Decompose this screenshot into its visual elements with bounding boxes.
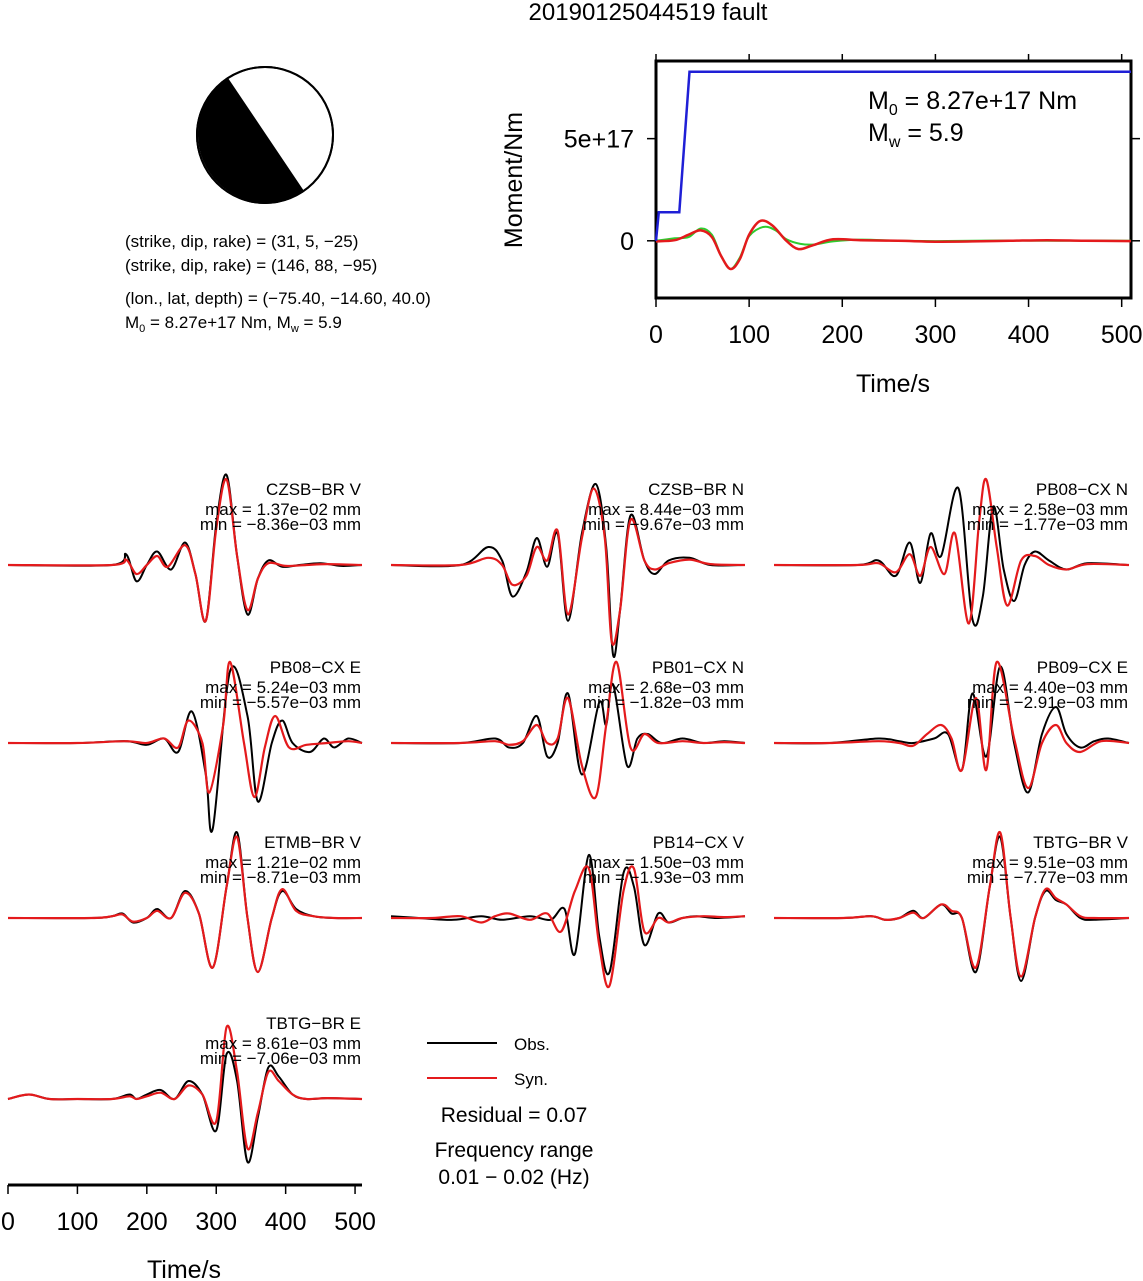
nodal-plane-2: (strike, dip, rake) = (146, 88, −95) <box>125 256 377 275</box>
station-max: max = 9.51e−03 mm <box>972 853 1128 872</box>
station-min: min = −1.82e−03 mm <box>583 693 744 712</box>
station-max: max = 8.61e−03 mm <box>205 1034 361 1053</box>
moment-xtick-label: 300 <box>915 321 957 349</box>
legend-obs-label: Obs. <box>514 1035 550 1054</box>
moment-xtick-label: 500 <box>1101 321 1143 349</box>
moment-xtick-label: 100 <box>728 321 770 349</box>
station-min: min = −1.93e−03 mm <box>583 868 744 887</box>
synthetic-trace <box>390 660 746 800</box>
station-name: TBTG−BR E <box>266 1014 361 1033</box>
station-max: max = 1.50e−03 mm <box>588 853 744 872</box>
moment-ytick-label: 5e+17 <box>564 126 634 154</box>
station-min: min = −7.06e−03 mm <box>200 1049 361 1068</box>
legend-syn-label: Syn. <box>514 1070 548 1089</box>
frequency-range: 0.01 − 0.02 (Hz) <box>438 1166 589 1189</box>
station-min: min = −8.36e−03 mm <box>200 515 361 534</box>
synthetic-trace <box>773 477 1130 625</box>
residual-text: Residual = 0.07 <box>441 1104 588 1127</box>
moment-xtick-label: 200 <box>821 321 863 349</box>
synthetic-trace <box>7 660 363 799</box>
time-axis-tick-label: 200 <box>126 1208 168 1236</box>
station-max: max = 5.24e−03 mm <box>205 678 361 697</box>
station-max: max = 1.37e−02 mm <box>205 500 361 519</box>
moment-xlabel: Time/s <box>856 370 930 398</box>
event-moment: M0 = 8.27e+17 Nm, Mw = 5.9 <box>125 313 342 335</box>
station-name: PB09−CX E <box>1037 658 1128 677</box>
legend: Obs. Syn. <box>427 1035 550 1089</box>
observed-trace <box>390 683 746 776</box>
time-axis-tick-label: 300 <box>195 1208 237 1236</box>
waveform-time-axis: 0 100 200 300 400 500 <box>1 1183 376 1236</box>
synthetic-trace <box>7 835 363 974</box>
waveform-xlabel: Time/s <box>147 1256 221 1281</box>
station-max: max = 2.68e−03 mm <box>588 678 744 697</box>
station-name: PB01−CX N <box>652 658 744 677</box>
synthetic-trace <box>773 660 1130 790</box>
time-axis-tick-label: 400 <box>265 1208 307 1236</box>
station-max: max = 2.58e−03 mm <box>972 500 1128 519</box>
station-name: ETMB−BR V <box>264 833 361 852</box>
cumulative-moment-series <box>654 70 1131 241</box>
station-min: min = −1.77e−03 mm <box>967 515 1128 534</box>
station-max: max = 4.40e−03 mm <box>972 678 1128 697</box>
stf-red-series <box>655 219 1132 271</box>
station-min: min = −5.57e−03 mm <box>200 693 361 712</box>
moment-series <box>654 70 1132 271</box>
time-axis-tick-label: 100 <box>57 1208 99 1236</box>
station-min: min = −7.77e−03 mm <box>967 868 1128 887</box>
figure-title: 20190125044519 fault <box>529 0 768 26</box>
moment-axes: 0 100 200 300 400 500 0 5e+17 <box>564 54 1143 349</box>
station-min: min = −8.71e−03 mm <box>200 868 361 887</box>
moment-ytick-label: 0 <box>620 228 634 256</box>
moment-m0-annotation: M0 = 8.27e+17 Nm <box>868 87 1077 119</box>
synthetic-trace <box>7 1024 363 1151</box>
synthetic-trace <box>7 478 363 623</box>
stf-green-series <box>655 225 1132 270</box>
station-name: PB14−CX V <box>653 833 745 852</box>
nodal-plane-1: (strike, dip, rake) = (31, 5, −25) <box>125 232 358 251</box>
beachball-icon <box>196 66 334 204</box>
station-max: max = 8.44e−03 mm <box>588 500 744 519</box>
station-name: CZSB−BR N <box>648 480 744 499</box>
moment-mw-annotation: Mw = 5.9 <box>868 119 964 151</box>
time-axis-tick-label: 500 <box>334 1208 376 1236</box>
station-max: max = 1.21e−02 mm <box>205 853 361 872</box>
frequency-title: Frequency range <box>435 1139 594 1162</box>
observed-trace <box>773 665 1130 794</box>
synthetic-trace <box>390 865 746 989</box>
observed-trace <box>773 486 1130 627</box>
station-name: TBTG−BR V <box>1033 833 1129 852</box>
moment-xtick-label: 400 <box>1008 321 1050 349</box>
station-name: PB08−CX N <box>1036 480 1128 499</box>
station-name: PB08−CX E <box>270 658 361 677</box>
synthetic-trace <box>390 487 746 646</box>
synthetic-trace <box>773 831 1130 978</box>
moment-ylabel: Moment/Nm <box>500 112 528 248</box>
station-min: min = −9.67e−03 mm <box>583 515 744 534</box>
station-name: CZSB−BR V <box>266 480 362 499</box>
station-min: min = −2.91e−03 mm <box>967 693 1128 712</box>
observed-trace <box>7 1051 363 1164</box>
time-axis-tick-label: 0 <box>1 1208 15 1236</box>
event-location: (lon., lat, depth) = (−75.40, −14.60, 40… <box>125 289 431 308</box>
moment-xtick-label: 0 <box>649 321 663 349</box>
moment-plot-frame <box>654 59 1133 300</box>
